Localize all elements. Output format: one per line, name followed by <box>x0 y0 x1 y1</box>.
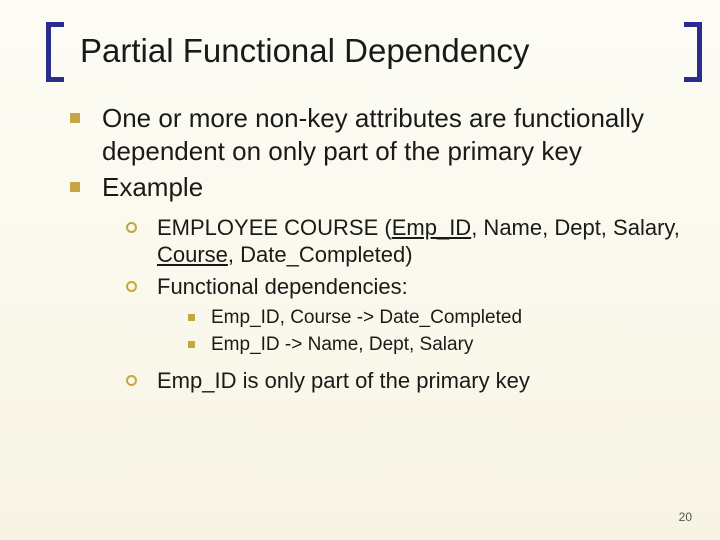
small-square-bullet-icon <box>188 341 195 348</box>
bullet-level2: Functional dependencies: <box>126 273 680 301</box>
text-fragment: EMPLOYEE COURSE ( <box>157 215 392 240</box>
bullet-level1: Example <box>70 171 680 204</box>
slide-title: Partial Functional Dependency <box>80 28 680 74</box>
square-bullet-icon <box>70 182 80 192</box>
content-area: One or more non-key attributes are funct… <box>70 102 680 395</box>
bullet-level1: One or more non-key attributes are funct… <box>70 102 680 167</box>
small-square-bullet-icon <box>188 314 195 321</box>
text-fragment: , Name, Dept, Salary, <box>471 215 680 240</box>
bullet-text: Emp_ID -> Name, Dept, Salary <box>211 333 473 358</box>
bullet-text: Functional dependencies: <box>157 273 408 301</box>
bracket-left-icon <box>46 22 64 82</box>
bullet-level3: Emp_ID, Course -> Date_Completed <box>188 306 680 331</box>
circle-bullet-icon <box>126 222 137 233</box>
circle-bullet-icon <box>126 375 137 386</box>
page-number: 20 <box>679 510 692 524</box>
bullet-text: Emp_ID, Course -> Date_Completed <box>211 306 522 331</box>
bullet-level3: Emp_ID -> Name, Dept, Salary <box>188 333 680 358</box>
underlined-key: Emp_ID <box>392 215 471 240</box>
bullet-level2: Emp_ID is only part of the primary key <box>126 367 680 395</box>
sub-sublist: Emp_ID, Course -> Date_Completed Emp_ID … <box>188 306 680 357</box>
title-container: Partial Functional Dependency <box>80 28 680 74</box>
sublist: EMPLOYEE COURSE (Emp_ID, Name, Dept, Sal… <box>126 214 680 395</box>
circle-bullet-icon <box>126 281 137 292</box>
slide: Partial Functional Dependency One or mor… <box>0 0 720 540</box>
text-fragment: , Date_Completed) <box>228 242 413 267</box>
square-bullet-icon <box>70 113 80 123</box>
bullet-text: Emp_ID is only part of the primary key <box>157 367 530 395</box>
bullet-level2: EMPLOYEE COURSE (Emp_ID, Name, Dept, Sal… <box>126 214 680 269</box>
bracket-right-icon <box>684 22 702 82</box>
bullet-text: One or more non-key attributes are funct… <box>102 102 680 167</box>
underlined-key: Course <box>157 242 228 267</box>
bullet-text: Example <box>102 171 203 204</box>
bullet-text: EMPLOYEE COURSE (Emp_ID, Name, Dept, Sal… <box>157 214 680 269</box>
